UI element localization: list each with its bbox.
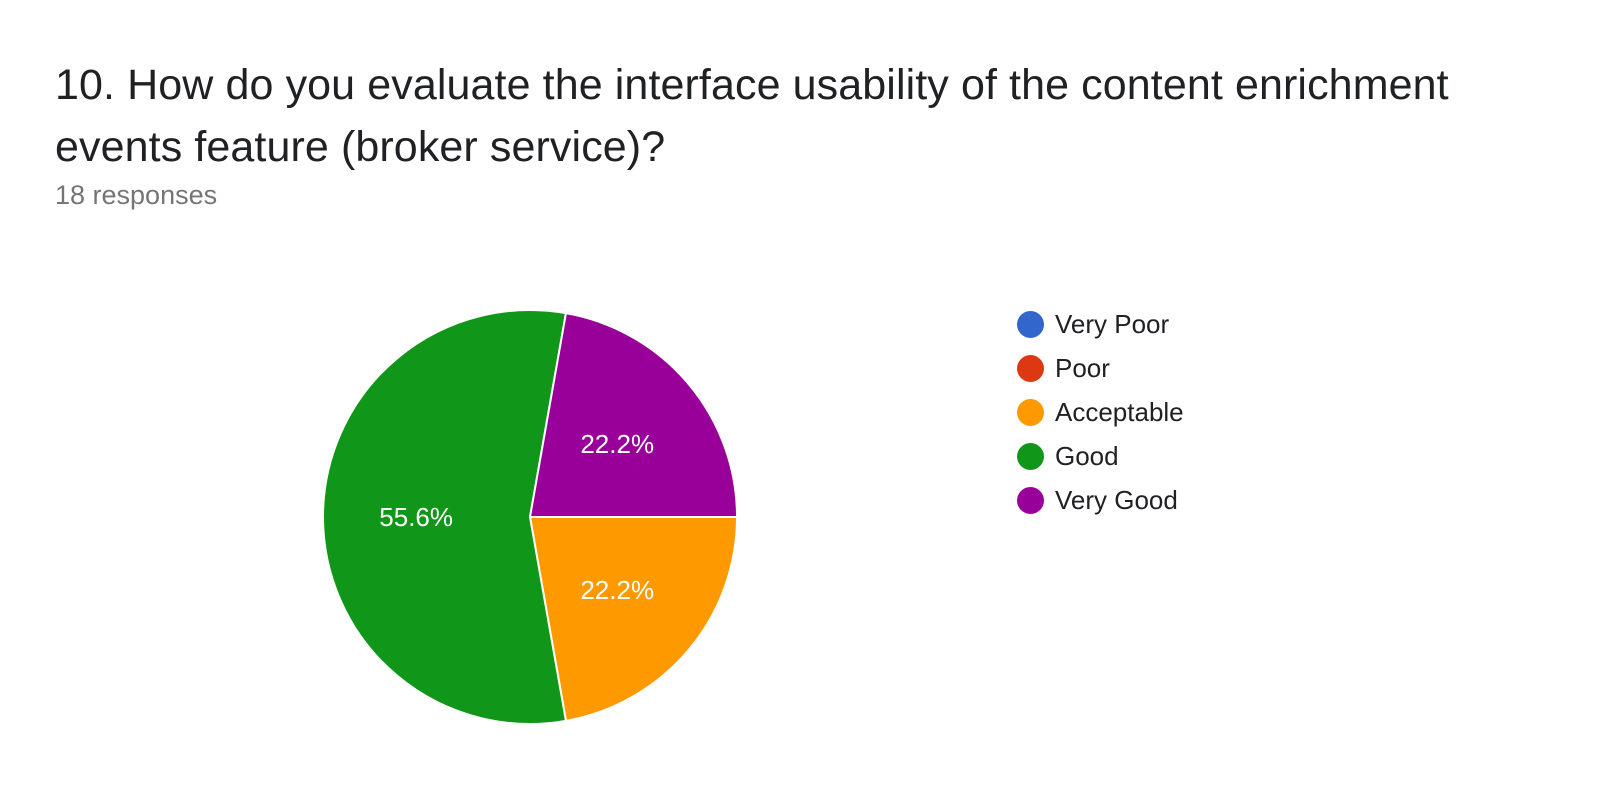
question-title: 10. How do you evaluate the interface us…: [55, 61, 1449, 171]
legend-label: Poor: [1055, 352, 1110, 383]
chart-legend: Very Poor Poor Acceptable Good Very Good: [1017, 302, 1184, 522]
response-count: 18 responses: [55, 180, 218, 210]
legend-item-very-poor: Very Poor: [1017, 302, 1184, 346]
legend-label: Acceptable: [1055, 396, 1184, 427]
slice-label-very-good: 22.2%: [580, 429, 654, 459]
pie-slice-very-good: [528, 311, 739, 518]
legend-swatch: [1017, 354, 1044, 382]
pie-slice-good: [322, 309, 568, 725]
legend-item-poor: Poor: [1017, 346, 1184, 390]
legend-swatch: [1017, 398, 1044, 426]
slice-label-acceptable: 22.2%: [580, 575, 654, 605]
pie-slice-acceptable: [528, 516, 739, 723]
legend-item-very-good: Very Good: [1017, 478, 1184, 522]
legend-label: Good: [1055, 440, 1119, 471]
legend-swatch: [1017, 310, 1044, 338]
legend-swatch: [1017, 486, 1044, 514]
legend-item-good: Good: [1017, 434, 1184, 478]
legend-item-acceptable: Acceptable: [1017, 390, 1184, 434]
legend-label: Very Good: [1055, 484, 1178, 515]
legend-swatch: [1017, 442, 1044, 470]
slice-label-good: 55.6%: [379, 502, 453, 532]
legend-label: Very Poor: [1055, 308, 1170, 339]
